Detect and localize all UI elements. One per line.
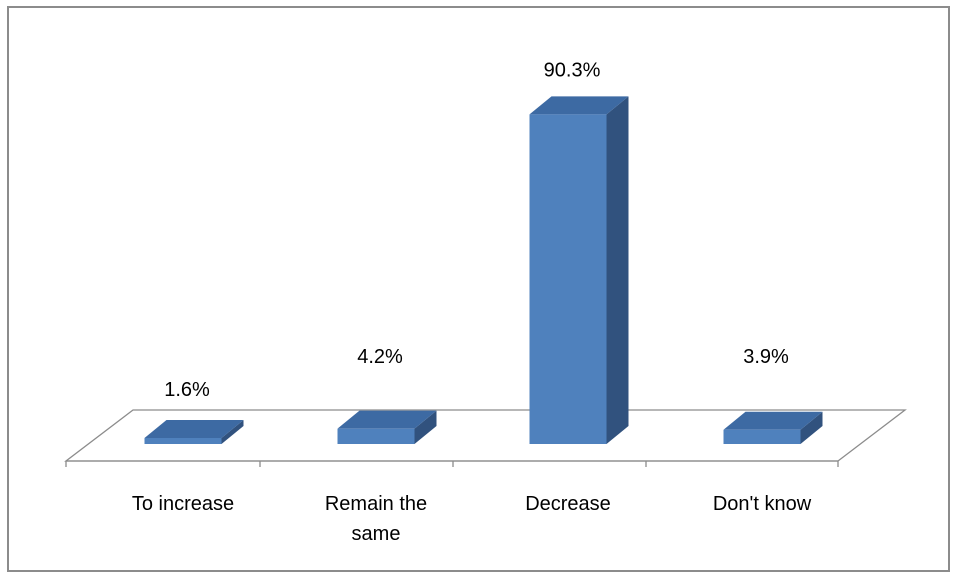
category-label: Remain the same (325, 493, 427, 545)
category-label: To increase (132, 493, 234, 515)
data-label: 90.3% (544, 59, 601, 81)
bar (723, 429, 801, 444)
category-label-line: Remain the (325, 493, 427, 515)
bar-side-face (800, 411, 823, 444)
bar-side-face (414, 410, 437, 444)
category-label-line: To increase (132, 493, 234, 515)
category-label-line: Decrease (525, 493, 611, 515)
data-label: 4.2% (357, 346, 403, 368)
bar (144, 438, 222, 444)
chart-container (7, 6, 950, 572)
category-label-line: Don't know (713, 493, 812, 515)
bar-top-face (723, 411, 823, 430)
category-label-line: same (352, 523, 401, 545)
category-label: Don't know (713, 493, 812, 515)
bar (529, 114, 607, 444)
bar-top-face (337, 410, 437, 429)
data-label: 3.9% (743, 346, 789, 368)
bar-top-face (529, 96, 629, 115)
bar (337, 428, 415, 444)
bar-top-face (144, 420, 244, 438)
bar-side-face (606, 96, 629, 444)
data-label: 1.6% (164, 379, 210, 401)
bar-side-face (221, 420, 244, 444)
category-label: Decrease (525, 493, 611, 515)
